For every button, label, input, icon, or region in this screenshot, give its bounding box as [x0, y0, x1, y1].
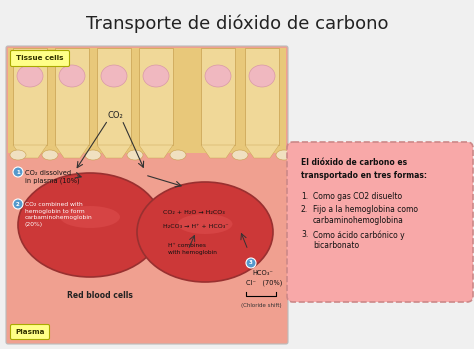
Text: CO₂: CO₂ [107, 111, 123, 120]
Text: CO₂ dissolved
in plasma (10%): CO₂ dissolved in plasma (10%) [25, 170, 80, 185]
Text: Cl⁻   (70%): Cl⁻ (70%) [246, 280, 283, 287]
Bar [201, 48, 235, 145]
Ellipse shape [17, 65, 43, 87]
Bar [13, 48, 47, 145]
Text: H₂CO₃ → H⁺ + HCO₃⁻: H₂CO₃ → H⁺ + HCO₃⁻ [163, 223, 228, 229]
FancyBboxPatch shape [10, 51, 70, 67]
Text: carbaminohemoglobina: carbaminohemoglobina [313, 216, 404, 225]
Ellipse shape [59, 65, 85, 87]
Ellipse shape [249, 65, 275, 87]
Polygon shape [201, 145, 235, 158]
Circle shape [13, 199, 23, 209]
Text: (Chloride shift): (Chloride shift) [241, 303, 281, 308]
Ellipse shape [205, 65, 231, 87]
Ellipse shape [42, 150, 58, 160]
Ellipse shape [170, 150, 186, 160]
Bar [8, 48, 286, 153]
Text: Transporte de dióxido de carbono: Transporte de dióxido de carbono [86, 15, 388, 33]
Ellipse shape [143, 65, 169, 87]
Bar [245, 48, 279, 145]
Ellipse shape [127, 150, 143, 160]
Ellipse shape [177, 214, 233, 234]
Ellipse shape [137, 182, 273, 282]
Text: 2.: 2. [301, 205, 308, 214]
Text: Plasma: Plasma [15, 329, 45, 335]
FancyBboxPatch shape [10, 325, 49, 340]
Text: Como gas CO2 disuelto: Como gas CO2 disuelto [313, 192, 402, 201]
Ellipse shape [276, 150, 292, 160]
Ellipse shape [60, 206, 120, 228]
Text: Tissue cells: Tissue cells [16, 55, 64, 61]
FancyBboxPatch shape [287, 142, 473, 302]
Ellipse shape [10, 150, 26, 160]
Ellipse shape [101, 65, 127, 87]
Bar [97, 48, 131, 145]
Text: Red blood cells: Red blood cells [67, 290, 133, 299]
Text: CO₂ combined with
hemoglobin to form
carbaminohemoglobin
(20%): CO₂ combined with hemoglobin to form car… [25, 202, 93, 227]
Ellipse shape [85, 150, 101, 160]
Circle shape [13, 167, 23, 177]
FancyBboxPatch shape [6, 46, 288, 344]
Ellipse shape [232, 150, 248, 160]
Text: Fijo a la hemoglobina como: Fijo a la hemoglobina como [313, 205, 418, 214]
Polygon shape [13, 145, 47, 158]
Text: El dióxido de carbono es
transportado en tres formas:: El dióxido de carbono es transportado en… [301, 158, 427, 179]
Text: bicarbonato: bicarbonato [313, 241, 359, 250]
Circle shape [246, 258, 256, 268]
Polygon shape [55, 145, 89, 158]
Polygon shape [97, 145, 131, 158]
Text: 1: 1 [16, 170, 20, 174]
Text: HCO₃⁻: HCO₃⁻ [252, 270, 273, 276]
Polygon shape [245, 145, 279, 158]
Text: 3.: 3. [301, 230, 308, 239]
Ellipse shape [18, 173, 162, 277]
Text: Como ácido carbónico y: Como ácido carbónico y [313, 230, 405, 239]
Bar [139, 48, 173, 145]
Bar [55, 48, 89, 145]
Text: 2: 2 [16, 201, 20, 207]
Text: 1.: 1. [301, 192, 308, 201]
Text: H⁺ combines
with hemoglobin: H⁺ combines with hemoglobin [168, 243, 217, 255]
Text: CO₂ + H₂O → H₂CO₃: CO₂ + H₂O → H₂CO₃ [163, 210, 225, 215]
Text: 3: 3 [249, 260, 253, 266]
Polygon shape [139, 145, 173, 158]
